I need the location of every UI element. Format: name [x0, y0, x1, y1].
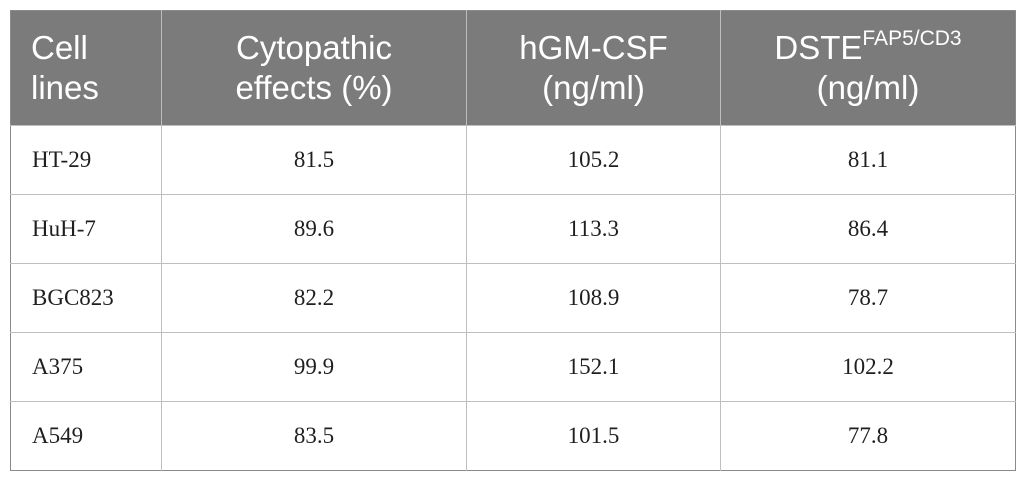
header-dste-superscript: FAP5/CD3: [862, 27, 962, 50]
header-line: lines: [31, 69, 99, 106]
dste-value: 77.8: [720, 401, 1016, 471]
cytopathic-value: 83.5: [161, 401, 467, 471]
header-line: hGM-CSF: [519, 29, 668, 66]
table-row: A549 83.5 101.5 77.8: [10, 401, 1016, 471]
header-line: effects (%): [235, 69, 393, 106]
table-row: HuH-7 89.6 113.3 86.4: [10, 194, 1016, 264]
hgmcsf-value: 113.3: [466, 194, 721, 264]
cell-line-name: HuH-7: [10, 194, 162, 264]
header-cell-lines: Cell lines: [10, 10, 162, 126]
hgmcsf-value: 152.1: [466, 332, 721, 402]
header-dste-base: DSTE: [774, 29, 863, 66]
cytopathic-value: 81.5: [161, 125, 467, 195]
data-table-container: Cell lines Cytopathic effects (%) hGM-CS…: [10, 10, 1016, 471]
cell-line-name: BGC823: [10, 263, 162, 333]
header-line: Cell: [31, 29, 88, 66]
data-table: Cell lines Cytopathic effects (%) hGM-CS…: [10, 10, 1016, 471]
dste-value: 102.2: [720, 332, 1016, 402]
table-body: HT-29 81.5 105.2 81.1 HuH-7 89.6 113.3 8…: [10, 125, 1016, 471]
hgmcsf-value: 108.9: [466, 263, 721, 333]
header-cytopathic-effects: Cytopathic effects (%): [161, 10, 467, 126]
header-dste: DSTEFAP5/CD3 (ng/ml): [720, 10, 1016, 126]
header-line: Cytopathic: [236, 29, 392, 66]
dste-value: 78.7: [720, 263, 1016, 333]
header-hgm-csf: hGM-CSF (ng/ml): [466, 10, 721, 126]
cytopathic-value: 89.6: [161, 194, 467, 264]
cell-line-name: HT-29: [10, 125, 162, 195]
dste-value: 86.4: [720, 194, 1016, 264]
header-line: (ng/ml): [542, 69, 645, 106]
hgmcsf-value: 101.5: [466, 401, 721, 471]
cytopathic-value: 82.2: [161, 263, 467, 333]
header-line: (ng/ml): [816, 69, 920, 106]
hgmcsf-value: 105.2: [466, 125, 721, 195]
dste-value: 81.1: [720, 125, 1016, 195]
table-header: Cell lines Cytopathic effects (%) hGM-CS…: [10, 10, 1016, 126]
table-row: BGC823 82.2 108.9 78.7: [10, 263, 1016, 333]
header-row: Cell lines Cytopathic effects (%) hGM-CS…: [10, 10, 1016, 126]
header-line: DSTEFAP5/CD3: [721, 28, 1015, 68]
table-row: HT-29 81.5 105.2 81.1: [10, 125, 1016, 195]
cytopathic-value: 99.9: [161, 332, 467, 402]
cell-line-name: A549: [10, 401, 162, 471]
table-row: A375 99.9 152.1 102.2: [10, 332, 1016, 402]
cell-line-name: A375: [10, 332, 162, 402]
